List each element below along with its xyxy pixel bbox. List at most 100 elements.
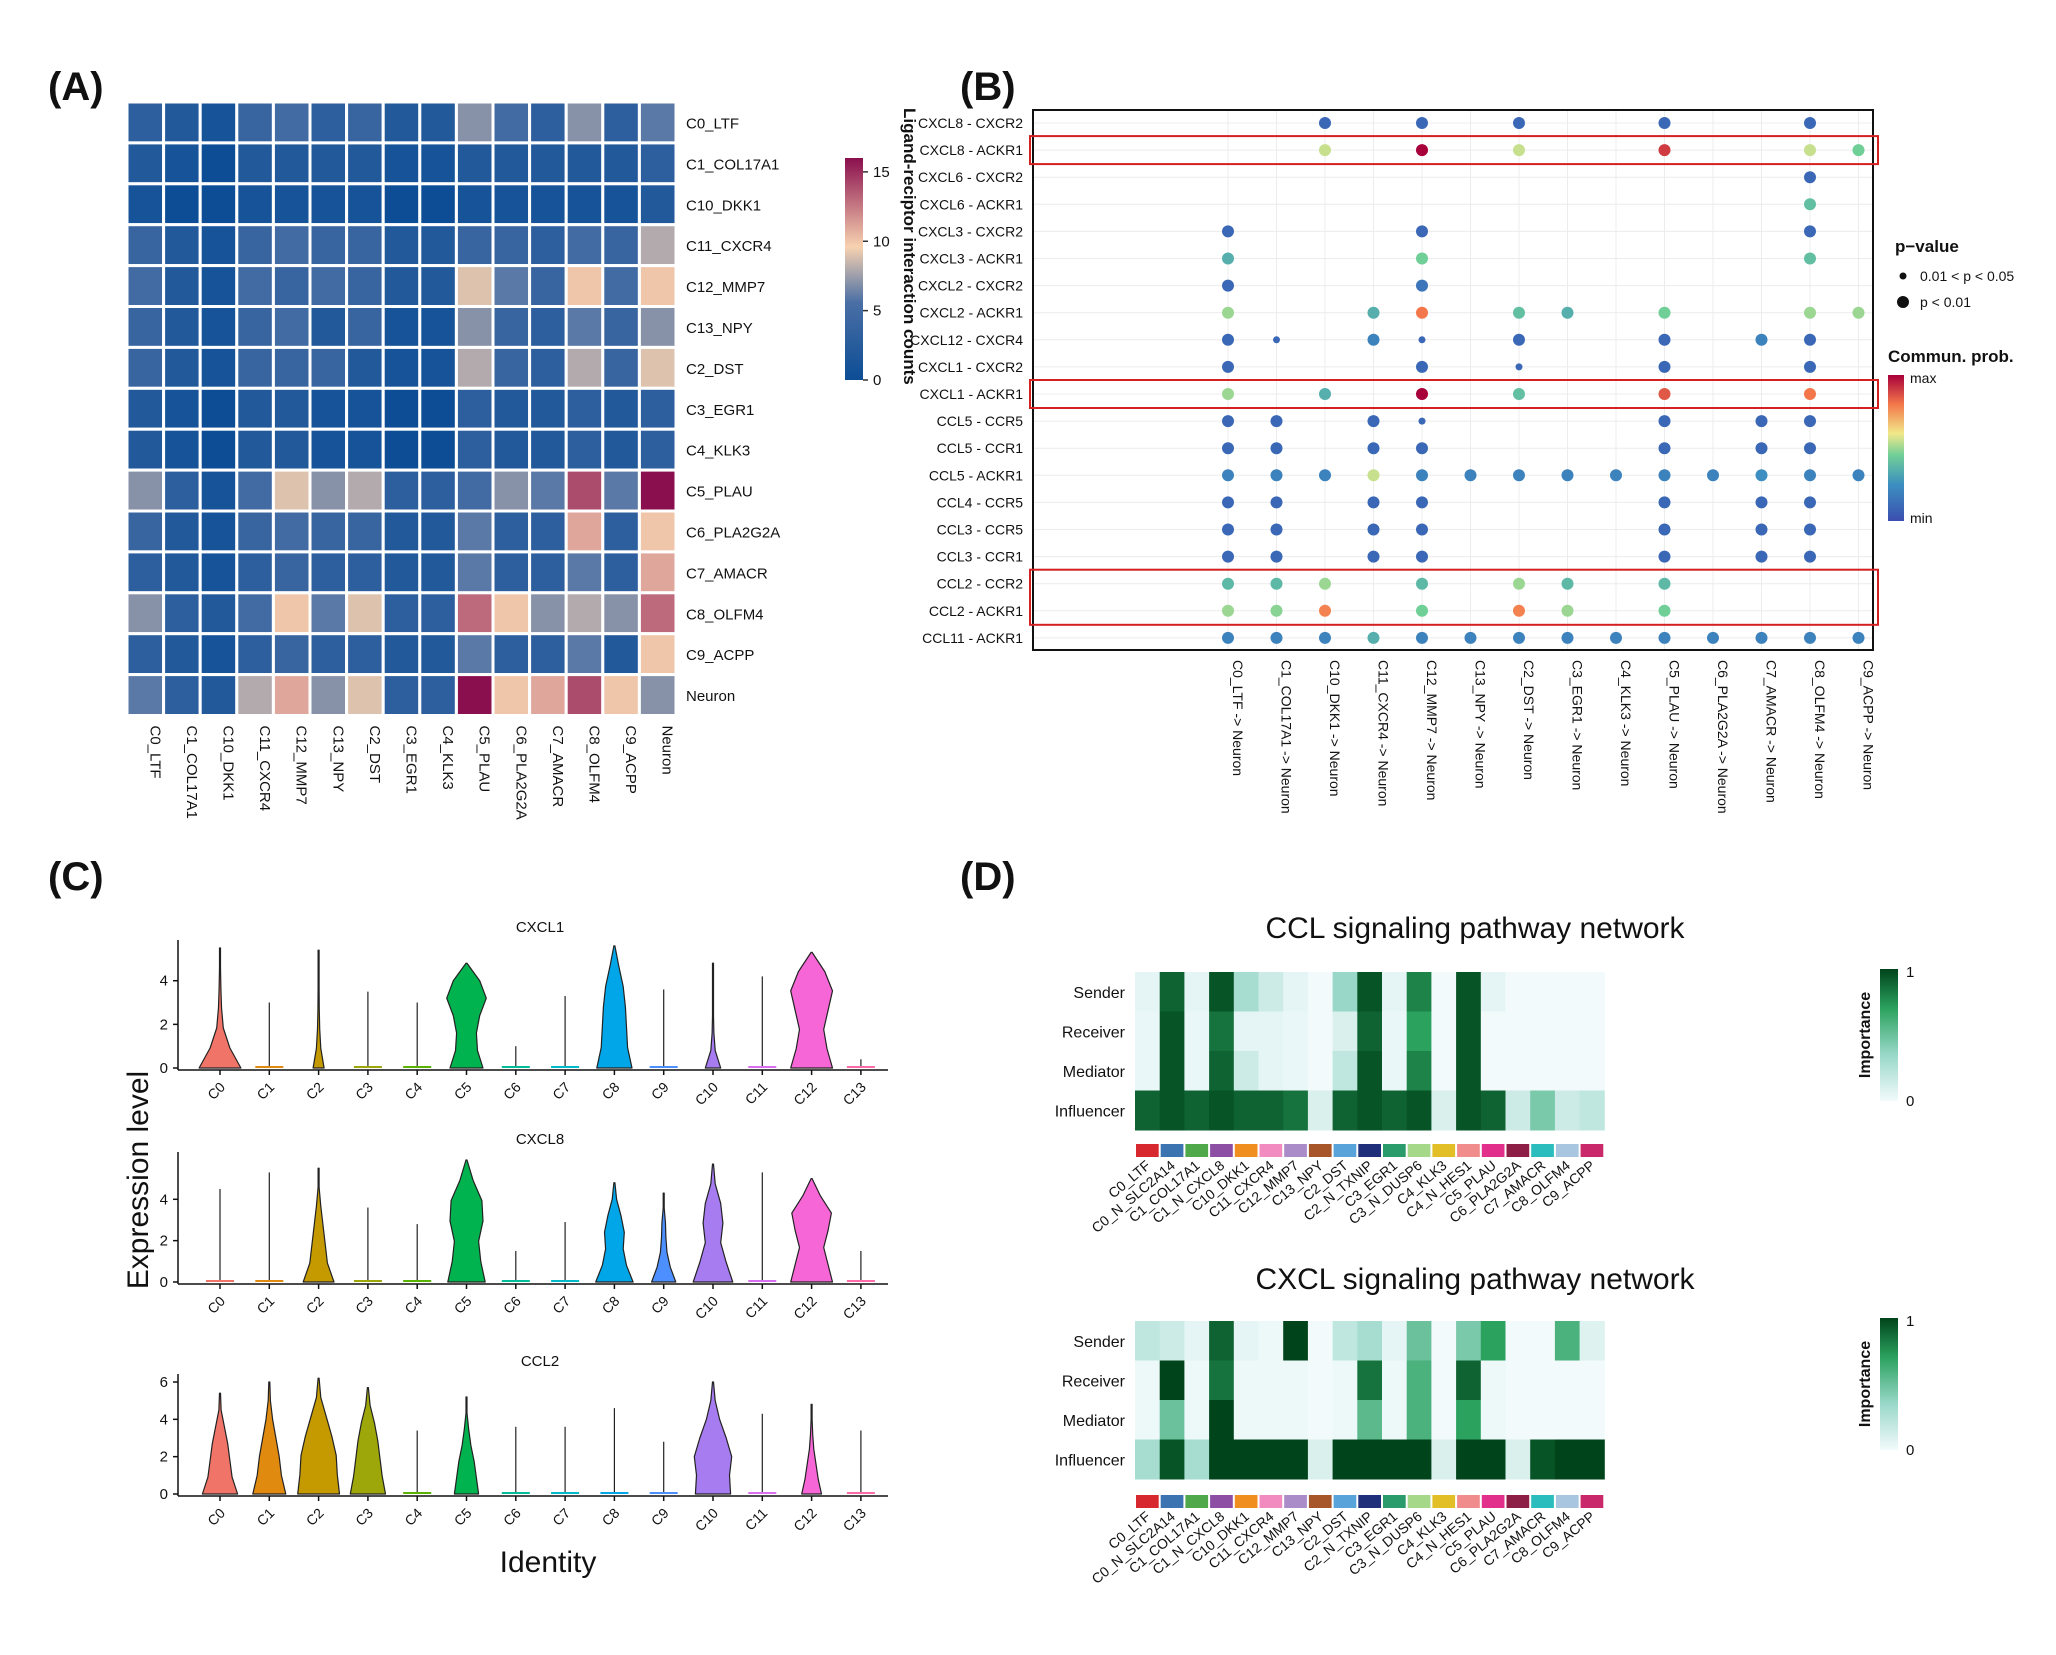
heatmap-cell: [235, 509, 275, 554]
importance-cell: [1505, 1011, 1531, 1052]
cluster-color-bar: [1358, 1144, 1381, 1157]
importance-cell: [1307, 1400, 1334, 1440]
dot: [1367, 550, 1380, 563]
importance-cell: [1382, 1051, 1408, 1091]
dot: [1416, 306, 1428, 319]
heatmap-cell: [235, 386, 275, 431]
heatmap-cell: [528, 141, 568, 186]
dot: [1804, 550, 1816, 563]
dot: [1561, 469, 1574, 482]
x-tick-label: C13: [840, 1293, 870, 1323]
x-tick-label: C9: [648, 1293, 672, 1317]
importance-cell: [1307, 1090, 1334, 1131]
dot: [1804, 496, 1816, 509]
heatmap-cell: [601, 182, 641, 227]
heatmap-cell: [418, 386, 458, 431]
cluster-color-bar: [1210, 1144, 1233, 1157]
importance-cell: [1258, 1090, 1284, 1131]
dot: [1561, 604, 1574, 617]
importance-cell: [1159, 1400, 1185, 1440]
importance-cell: [1357, 972, 1383, 1012]
importance-cell: [1456, 1051, 1482, 1091]
dot: [1561, 306, 1574, 319]
heatmap-cell: [198, 305, 239, 349]
row-label: CXCL12 - CXCR4: [910, 332, 1023, 348]
cluster-color-bar: [1358, 1495, 1381, 1508]
dot: [1319, 144, 1331, 157]
dot: [1804, 144, 1816, 157]
importance-cell: [1283, 1011, 1309, 1052]
dot: [1416, 225, 1428, 238]
heatmap-cell: [637, 386, 678, 431]
row-label: CCL11 - ACKR1: [922, 630, 1023, 646]
heatmap-cell: [491, 632, 532, 677]
dot: [1270, 469, 1283, 482]
heatmap-cell: [528, 223, 568, 268]
importance-cell: [1431, 1321, 1457, 1361]
x-tick-label: C9: [648, 1079, 672, 1103]
importance-cell: [1431, 1011, 1457, 1052]
dot: [1367, 306, 1380, 319]
violin-plot-cxcl1: CXCL1 0 2 4 C0 C1 C2 C3 C4 C5 C6 C7 C8 C9 C10 C11 C12 C13: [160, 919, 888, 1108]
importance-cell: [1480, 1360, 1506, 1401]
heatmap-cell: [381, 550, 422, 595]
importance-cell: [1283, 972, 1309, 1012]
heatmap-cell: [528, 182, 568, 227]
role-label: Sender: [1073, 1334, 1125, 1351]
cluster-color-bar: [1234, 1144, 1258, 1157]
importance-cell: [1579, 1051, 1605, 1091]
prob-legend-title: Commun. prob.: [1888, 347, 2014, 366]
importance-cell: [1283, 1090, 1309, 1131]
heatmap-cell: [491, 509, 532, 554]
heatmap-cell: [235, 223, 275, 268]
col-label: C0_LTF -> Neuron: [1230, 660, 1246, 776]
role-label: Influencer: [1055, 1103, 1126, 1120]
heatmap-cell: [308, 223, 349, 268]
dot: [1852, 144, 1865, 157]
importance-cell: [1382, 972, 1408, 1012]
importance-cell: [1554, 1090, 1581, 1131]
role-label: Influencer: [1055, 1452, 1126, 1469]
panel-label-a: (A): [48, 65, 104, 109]
heatmap-cell: [491, 100, 532, 145]
role-label: Mediator: [1063, 1413, 1126, 1430]
row-label: CXCL8 - CXCR2: [918, 115, 1023, 131]
violin-shape: [595, 1182, 634, 1283]
importance-cell: [1579, 1321, 1605, 1361]
x-tick-label: C12: [790, 1505, 820, 1535]
heatmap-cell: [198, 673, 239, 717]
dot: [1755, 631, 1768, 644]
pvalue-legend-dot: [1897, 296, 1909, 308]
importance-cell: [1554, 1439, 1581, 1480]
importance-cell: [1307, 1011, 1334, 1052]
importance-cell: [1431, 1400, 1457, 1440]
x-tick-label: C7: [549, 1505, 573, 1529]
importance-cell: [1258, 972, 1284, 1012]
dot: [1222, 442, 1234, 455]
cluster-color-bar: [1407, 1495, 1431, 1508]
dot: [1707, 631, 1719, 644]
importance-cell: [1258, 1011, 1284, 1052]
importance-cell: [1431, 1090, 1457, 1131]
heatmap-cell: [125, 182, 166, 227]
dot: [1416, 117, 1428, 129]
importance-cell: [1233, 1400, 1259, 1440]
cluster-color-bar: [1136, 1144, 1159, 1157]
x-tick-label: C4: [401, 1505, 425, 1529]
importance-cell: [1579, 1439, 1605, 1480]
importance-cell: [1357, 1439, 1383, 1480]
heatmap-cell: [564, 345, 605, 390]
dot: [1658, 550, 1671, 563]
importance-cell: [1332, 1321, 1358, 1361]
col-label: C8_OLFM4 -> Neuron: [1812, 660, 1828, 799]
row-label: CCL2 - ACKR1: [929, 603, 1023, 619]
heatmap-cell: [345, 141, 385, 186]
col-label: C13_NPY -> Neuron: [1473, 660, 1489, 789]
dot: [1513, 604, 1525, 617]
heatmap-cell: [601, 386, 641, 431]
importance-cell: [1135, 1439, 1161, 1480]
dot: [1416, 279, 1428, 292]
heatmap-cell: [491, 550, 532, 595]
heatmap-cell: [198, 386, 239, 431]
heatmap-cell: [491, 345, 532, 390]
